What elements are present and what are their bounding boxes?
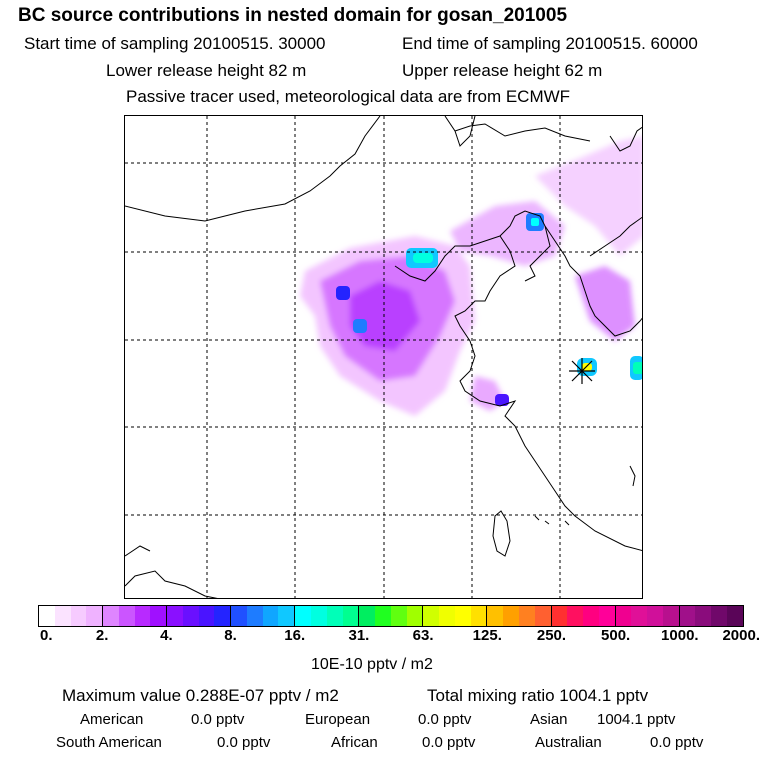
colorbar-swatch <box>103 606 119 626</box>
colorbar-swatch <box>198 606 215 626</box>
colorbar-swatch <box>167 606 183 626</box>
region-asian-name: Asian <box>530 711 568 728</box>
colorbar-swatch <box>39 606 55 626</box>
colorbar-swatch <box>86 606 104 626</box>
region-australian-name: Australian <box>535 734 602 751</box>
colorbar-tick-label: 125. <box>472 627 502 644</box>
region-european-name: European <box>305 711 371 728</box>
colorbar-swatch <box>551 606 568 626</box>
region-african-value: 0.0 pptv <box>422 734 476 751</box>
colorbar-tick-label: 8. <box>224 627 237 644</box>
colorbar-tick-label: 4. <box>160 627 173 644</box>
colorbar-tick-label: 16. <box>284 627 306 644</box>
colorbar-swatch <box>182 606 199 626</box>
plot-title: BC source contributions in nested domain… <box>18 5 568 26</box>
colorbar-swatch <box>311 606 327 626</box>
colorbar-swatch <box>359 606 376 626</box>
colorbar-swatch <box>567 606 584 626</box>
colorbar-swatch <box>150 606 168 626</box>
colorbar-swatch <box>711 606 727 626</box>
colorbar-swatch <box>487 606 504 626</box>
colorbar-swatch <box>695 606 712 626</box>
colorbar-swatch <box>406 606 424 626</box>
colorbar-swatch <box>118 606 135 626</box>
colorbar-tick-label: 1000. <box>661 627 699 644</box>
colorbar-swatch <box>423 606 440 626</box>
colorbar-tick-label: 2000. <box>722 627 760 644</box>
colorbar-tick-label: 63. <box>412 627 434 644</box>
colorbar-swatch <box>134 606 151 626</box>
colorbar-swatch <box>662 606 680 626</box>
colorbar-swatch <box>231 606 247 626</box>
region-american-name: American <box>80 711 144 728</box>
colorbar-swatch <box>583 606 599 626</box>
map-svg <box>125 116 642 598</box>
colorbar-swatch <box>278 606 296 626</box>
concentration-field <box>300 136 642 416</box>
colorbar-swatch <box>454 606 471 626</box>
colorbar-swatch <box>326 606 343 626</box>
region-south-american-name: South American <box>56 734 162 751</box>
colorbar-swatch <box>342 606 360 626</box>
region-australian-value: 0.0 pptv <box>650 734 704 751</box>
coastlines <box>125 116 642 598</box>
upper-height-label: Upper release height 62 m <box>402 61 603 80</box>
colorbar-tick-label: 250. <box>536 627 567 644</box>
colorbar-swatch <box>375 606 391 626</box>
colorbar-tick-label: 500. <box>601 627 631 644</box>
colorbar-swatch <box>631 606 648 626</box>
maximum-value: Maximum value 0.288E-07 pptv / m2 <box>62 686 339 705</box>
start-time-label: Start time of sampling 20100515. 30000 <box>24 34 326 53</box>
map-panel <box>124 115 643 599</box>
colorbar-unit: 10E-10 pptv / m2 <box>311 656 433 673</box>
colorbar-ticks: 0. 2. 4. 8. 16. 31. 63. 125. 250. 500. 1000. 2000. <box>38 627 760 645</box>
colorbar-swatch <box>679 606 696 626</box>
receptor-marker-icon <box>569 358 595 384</box>
colorbar-swatch <box>390 606 407 626</box>
region-american-value: 0.0 pptv <box>191 711 245 728</box>
colorbar-swatch <box>647 606 663 626</box>
end-time-label: End time of sampling 20100515. 60000 <box>402 34 698 53</box>
colorbar-swatch <box>503 606 519 626</box>
colorbar-swatch <box>726 606 743 626</box>
colorbar-tick-label: 31. <box>348 627 370 644</box>
hotspots <box>336 213 642 406</box>
region-african-name: African <box>331 734 378 751</box>
tracer-note: Passive tracer used, meteorological data… <box>126 87 571 106</box>
region-asian-value: 1004.1 pptv <box>597 711 676 728</box>
colorbar-tick-label: 2. <box>95 627 109 644</box>
region-european-value: 0.0 pptv <box>418 711 472 728</box>
colorbar <box>38 605 744 627</box>
total-mixing-ratio: Total mixing ratio 1004.1 pptv <box>427 686 649 705</box>
colorbar-swatch <box>54 606 71 626</box>
colorbar-swatch <box>615 606 632 626</box>
colorbar-swatch <box>439 606 455 626</box>
gridlines <box>125 116 642 598</box>
colorbar-swatch <box>295 606 312 626</box>
colorbar-swatch <box>246 606 263 626</box>
colorbar-swatch <box>214 606 232 626</box>
lower-height-label: Lower release height 82 m <box>106 61 307 80</box>
colorbar-swatch <box>470 606 488 626</box>
colorbar-swatch <box>534 606 552 626</box>
region-south-american-value: 0.0 pptv <box>217 734 271 751</box>
colorbar-swatch <box>70 606 87 626</box>
colorbar-swatch <box>598 606 616 626</box>
colorbar-swatch <box>518 606 535 626</box>
colorbar-swatch <box>262 606 279 626</box>
colorbar-tick-label: 0. <box>40 627 53 644</box>
